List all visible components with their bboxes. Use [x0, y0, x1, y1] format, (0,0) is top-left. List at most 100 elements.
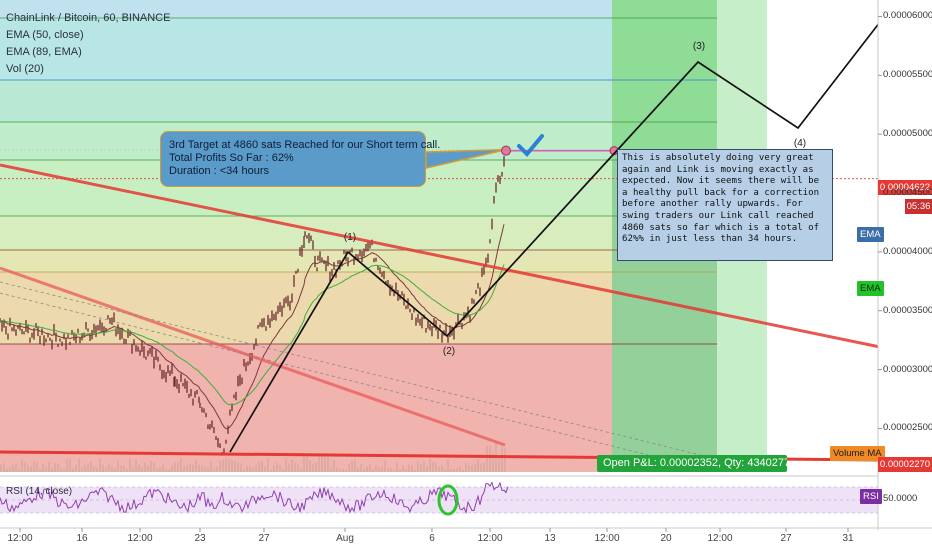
volume-bar: [198, 464, 200, 472]
volume-bar: [252, 467, 254, 472]
volume-bar: [234, 461, 236, 472]
volume-bar: [303, 454, 305, 472]
volume-bar: [129, 458, 131, 472]
volume-bar: [123, 465, 125, 472]
volume-bar: [393, 469, 395, 472]
ema89-legend[interactable]: EMA (89, EMA): [6, 46, 82, 58]
volume-bar: [147, 465, 149, 472]
volume-bar: [333, 460, 335, 472]
volume-bar: [468, 464, 470, 472]
volume-bar: [168, 469, 170, 472]
x-tick-label: 12:00: [707, 533, 733, 544]
target-callout[interactable]: 3rd Target at 4860 sats Reached for our …: [160, 131, 440, 187]
rsi-badge[interactable]: RSI: [860, 489, 882, 504]
volume-bar: [297, 464, 299, 472]
volume-bar: [183, 466, 185, 472]
volume-bar: [267, 458, 269, 472]
volume-bar: [330, 467, 332, 472]
y-tick-label: 0.00003500: [883, 304, 932, 316]
volume-bar: [315, 462, 317, 472]
volume-bar: [285, 458, 287, 472]
fib-band-8: [0, 344, 612, 472]
checkmark-icon: [517, 134, 544, 157]
ema50-legend[interactable]: EMA (50, close): [6, 29, 84, 41]
volume-bar: [264, 466, 266, 472]
ema-green-badge[interactable]: EMA: [857, 281, 884, 296]
volume-bar: [120, 465, 122, 472]
volume-bar: [21, 459, 23, 472]
fib-band-2: [0, 80, 612, 122]
volume-bar: [195, 459, 197, 472]
symbol-title[interactable]: ChainLink / Bitcoin, 60, BINANCE: [6, 12, 171, 24]
volume-bar: [246, 466, 248, 472]
volume-bar: [381, 466, 383, 472]
volume-bar: [93, 466, 95, 472]
x-tick-label: 31: [842, 533, 854, 544]
volume-bar: [204, 466, 206, 472]
analysis-note[interactable]: This is absolutely doing very great agai…: [617, 149, 833, 261]
fib-band-1: [0, 18, 612, 80]
volume-bar: [18, 469, 20, 472]
y-tick-label: 0.00005500: [883, 69, 932, 81]
volume-bar: [213, 468, 215, 472]
volume-bar: [39, 469, 41, 472]
volume-bar: [201, 464, 203, 472]
volume-bar: [291, 459, 293, 472]
elliott-wave-path: [229, 21, 881, 453]
wave-label-4: (4): [793, 138, 807, 149]
volume-bar: [159, 467, 161, 472]
volume-bar: [444, 469, 446, 472]
x-tick-label: Aug: [336, 533, 354, 544]
volume-bar: [489, 445, 491, 472]
volume-bar: [312, 463, 314, 472]
volume-bar: [57, 464, 59, 472]
volume-ma-badge[interactable]: Volume MA: [830, 446, 885, 461]
callout-pointer: [425, 148, 507, 169]
volume-bar: [396, 462, 398, 472]
x-tick-label: 13: [544, 533, 556, 544]
volume-bar: [15, 463, 17, 472]
volume-bar: [429, 458, 431, 472]
volume-bar: [477, 459, 479, 472]
upper-trendline: [0, 163, 881, 349]
volume-bar: [390, 468, 392, 472]
volume-bar: [306, 453, 308, 472]
rsi-highlight-circle: [437, 484, 459, 516]
volume-bar: [432, 461, 434, 472]
volume-bar: [450, 469, 452, 472]
volume-bar: [486, 445, 488, 472]
volume-bar: [108, 463, 110, 472]
current-price-tag: 0.00004622: [878, 180, 932, 195]
volume-legend[interactable]: Vol (20): [6, 63, 44, 75]
volume-bar: [54, 463, 56, 472]
volume-bar: [162, 464, 164, 472]
volume-bar: [342, 469, 344, 472]
y-tick-label: 0.00005000: [883, 128, 932, 140]
ema50-line: [0, 224, 505, 430]
y-tick-label: 0.00003000: [883, 363, 932, 375]
volume-bar: [321, 455, 323, 472]
volume-bar: [231, 459, 233, 472]
volume-bar: [177, 462, 179, 472]
volume-bar: [165, 468, 167, 472]
open-pnl-label[interactable]: Open P&L: 0.00002352, Qty: 43402777: [597, 455, 787, 472]
volume-bar: [318, 455, 320, 472]
ema-blue-badge[interactable]: EMA: [857, 227, 884, 242]
volume-bar: [375, 465, 377, 472]
volume-bar: [426, 465, 428, 472]
volume-bar: [279, 464, 281, 472]
volume-bar: [207, 467, 209, 472]
volume-bar: [174, 461, 176, 472]
volume-bar: [369, 464, 371, 472]
volume-bar: [156, 468, 158, 472]
rsi-legend[interactable]: RSI (14, close): [6, 486, 73, 497]
volume-bar: [180, 458, 182, 472]
volume-bar: [339, 469, 341, 472]
volume-bar: [78, 458, 80, 472]
volume-bar: [402, 465, 404, 472]
x-tick-label: 16: [76, 533, 88, 544]
volume-bar: [90, 461, 92, 472]
volume-bar: [81, 467, 83, 472]
volume-bar: [414, 469, 416, 472]
